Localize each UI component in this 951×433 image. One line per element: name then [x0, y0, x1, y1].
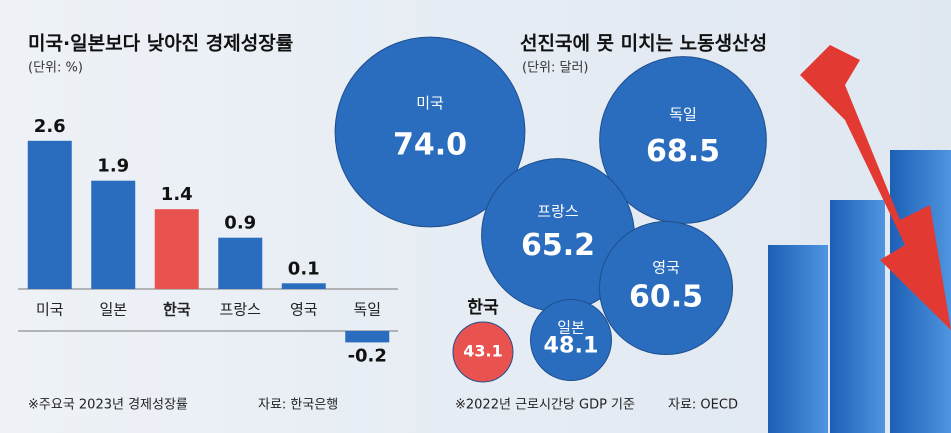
- category-label: 미국: [36, 301, 64, 319]
- value-label: 74.0: [393, 128, 467, 163]
- chart-subtitle: (단위: 달러): [522, 61, 589, 76]
- bar: [281, 283, 326, 289]
- decoration: [768, 45, 951, 433]
- bar: [154, 209, 199, 289]
- bar: [345, 331, 390, 343]
- bubble: [530, 299, 612, 381]
- value-label: 65.2: [521, 228, 595, 263]
- bubble: [598, 220, 734, 356]
- category-label: 일본: [557, 318, 585, 336]
- category-label: 독일: [353, 301, 381, 319]
- value-label: 68.5: [646, 134, 720, 169]
- category-label: 프랑스: [220, 301, 262, 319]
- value-label: 2.6: [34, 116, 66, 137]
- chart-subtitle: (단위: %): [28, 61, 83, 76]
- bar: [27, 140, 72, 289]
- category-label: 프랑스: [537, 203, 579, 221]
- chart-title: 선진국에 못 미치는 노동생산성: [520, 33, 767, 55]
- bubble: [334, 36, 526, 228]
- value-label: 48.1: [544, 333, 599, 359]
- value-label: 0.9: [224, 213, 256, 234]
- value-label: 60.5: [629, 279, 703, 314]
- category-label: 영국: [290, 301, 318, 319]
- category-label: 독일: [669, 105, 697, 123]
- bubble: [452, 321, 514, 383]
- category-label: 미국: [416, 94, 444, 112]
- chart-title: 미국·일본보다 낮아진 경제성장률: [28, 33, 293, 55]
- category-label: 영국: [652, 259, 680, 277]
- source: 자료: OECD: [668, 398, 738, 413]
- footnote: ※2022년 근로시간당 GDP 기준: [455, 398, 635, 413]
- value-label: 1.9: [97, 156, 129, 177]
- bar: [91, 180, 136, 289]
- category-label: 일본: [99, 301, 127, 319]
- source: 자료: 한국은행: [258, 397, 338, 413]
- value-label: 43.1: [463, 342, 502, 361]
- value-label: -0.2: [348, 345, 387, 366]
- value-label: 1.4: [161, 184, 193, 205]
- footnote: ※주요국 2023년 경제성장률: [28, 398, 188, 413]
- bar: [218, 237, 263, 289]
- category-label: 한국: [467, 298, 499, 318]
- value-label: 0.1: [288, 258, 320, 279]
- category-label: 한국: [163, 301, 191, 319]
